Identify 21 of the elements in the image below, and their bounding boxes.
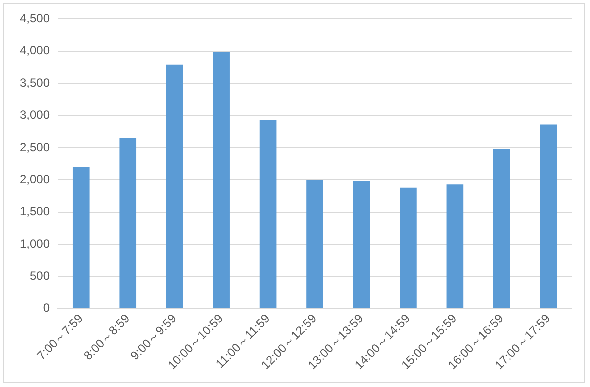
bar — [120, 138, 137, 308]
bar — [353, 181, 370, 308]
bar — [400, 188, 417, 308]
y-tick-label: 4,000 — [20, 44, 50, 58]
y-tick-label: 0 — [43, 301, 50, 316]
bar — [166, 64, 184, 308]
y-tick-label: 3,000 — [20, 108, 50, 122]
bar — [213, 52, 230, 308]
y-tick-label: 1,000 — [20, 236, 50, 251]
bar — [260, 120, 277, 308]
bar — [446, 184, 464, 308]
y-tick-label: 2,000 — [20, 172, 50, 186]
bar — [494, 149, 510, 308]
bar — [540, 124, 558, 308]
y-tick-label: 3,500 — [20, 76, 50, 90]
y-tick-label: 4,500 — [20, 12, 50, 26]
y-tick-label: 1,500 — [20, 204, 50, 219]
y-tick-label: 2,500 — [20, 140, 50, 154]
y-tick-label: 500 — [30, 268, 50, 283]
bar — [306, 180, 324, 308]
bar — [72, 167, 90, 308]
